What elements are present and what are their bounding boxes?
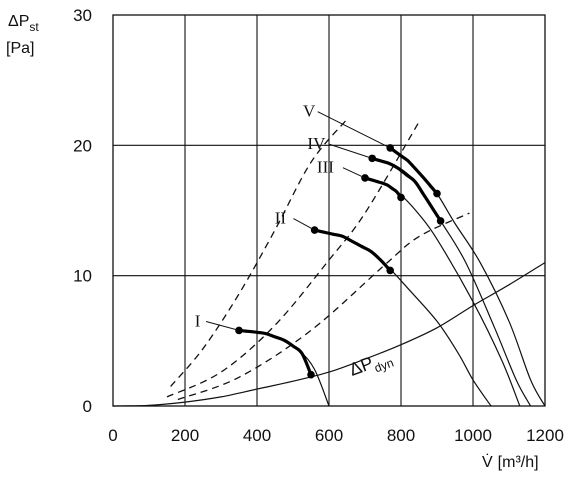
fan-curve-IV [372,157,532,407]
curve-label-IV: IV [307,134,326,153]
dynamic-pressure-curve [112,262,546,407]
y-axis-unit: [Pa] [6,40,34,57]
grid [113,15,545,406]
x-tick-label: 200 [171,426,199,445]
fan-curve-II [314,229,492,407]
dynamic-pressure-line [112,262,546,407]
curve-label-I: I [195,311,201,330]
curve-label-II: II [275,209,287,228]
x-axis-label: V̇ [m³/h] [482,453,539,471]
y-axis-label: ΔPst [8,13,39,34]
leader-line-IV [329,143,373,159]
operating-range-V [388,146,439,196]
operating-point-II [310,226,319,234]
operating-range-IV [370,156,443,223]
x-tick-label: 800 [387,426,415,445]
curve-label-III: III [317,158,334,177]
x-tick-label: 400 [243,426,271,445]
operating-point-III [397,193,405,202]
system-curve [177,212,470,401]
x-tick-label: 600 [315,426,343,445]
tick-labels: 0 200 400 600 800 1000 1200 0 10 20 30 [73,6,564,445]
leader-line-V [317,111,391,149]
curve-label-V: V [303,102,316,121]
x-tick-label: 1000 [454,426,492,445]
system-curves [166,118,470,401]
operating-point-IV [436,217,445,225]
leader-line-II [293,218,315,231]
fan-curves [235,144,546,407]
x-tick-label: 1200 [526,426,564,445]
y-tick-label: 30 [73,6,92,25]
dynamic-pressure-label: ΔPdyn [347,346,396,383]
operating-range-II [313,228,392,273]
x-tick-label: 0 [108,426,117,445]
operating-point-V [433,189,441,198]
leader-line-I [205,321,240,331]
operating-range-I [237,328,313,377]
operating-range-III [363,176,403,200]
system-curve [170,118,348,387]
system-curve [166,121,420,398]
y-tick-label: 20 [73,136,92,155]
y-tick-label: 10 [73,267,92,286]
y-tick-label: 0 [83,397,92,416]
operating-point-II [386,266,395,275]
operating-point-I [307,370,315,379]
leader-line-III [342,167,366,179]
